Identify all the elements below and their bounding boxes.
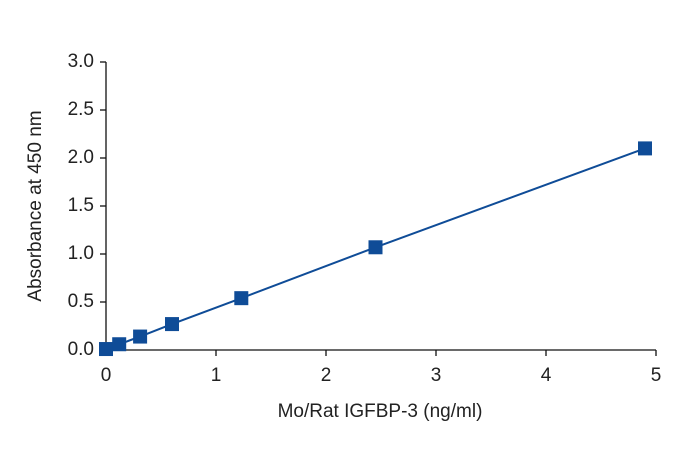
y-tick-label: 1.0 (68, 243, 94, 264)
x-tick-label: 3 (431, 365, 442, 386)
y-tick-label: 3.0 (68, 51, 94, 72)
x-tick-label: 2 (321, 365, 332, 386)
x-axis-label: Mo/Rat IGFBP-3 (ng/ml) (278, 401, 483, 422)
marker (99, 342, 113, 357)
y-axis-label: Absorbance at 450 nm (25, 110, 46, 301)
x-tick-label: 4 (541, 365, 552, 386)
marker (165, 317, 179, 332)
marker (112, 337, 127, 352)
x-tick-label: 0 (101, 365, 112, 386)
y-tick-label: 2.0 (68, 147, 94, 168)
marker (234, 291, 249, 306)
marker (133, 329, 148, 344)
marker (368, 240, 383, 255)
x-tick-label: 1 (211, 365, 222, 386)
x-tick-label: 5 (651, 365, 662, 386)
y-tick-label: 1.5 (68, 195, 94, 216)
y-tick-label: 0.0 (68, 339, 94, 360)
marker (638, 141, 652, 156)
y-tick-label: 2.5 (68, 99, 94, 120)
y-tick-label: 0.5 (68, 291, 94, 312)
